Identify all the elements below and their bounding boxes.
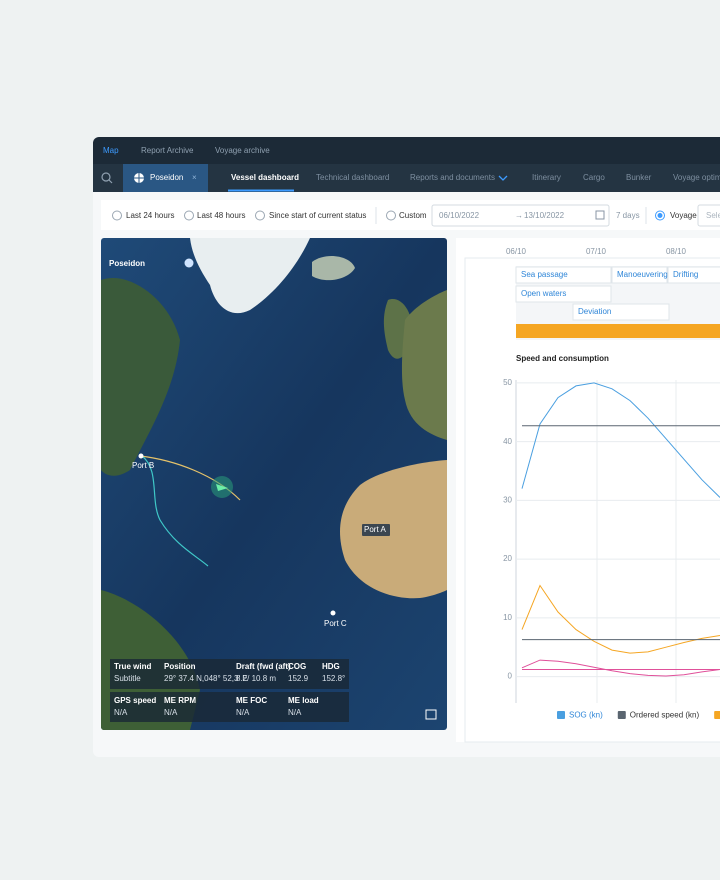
date-from[interactable]: 06/10/2022 bbox=[439, 211, 480, 220]
select-placeholder[interactable]: Sele bbox=[706, 211, 720, 220]
track bbox=[141, 455, 209, 567]
date-to[interactable]: 13/10/2022 bbox=[524, 211, 565, 220]
tab[interactable]: Cargo bbox=[583, 173, 605, 182]
info-value: Subtitle bbox=[114, 674, 141, 683]
timeline-event[interactable] bbox=[515, 285, 612, 303]
vessel-name[interactable]: Poseidon bbox=[150, 173, 183, 182]
search-icon[interactable] bbox=[101, 172, 111, 182]
y-tick-label: 30 bbox=[503, 496, 512, 505]
port-marker[interactable] bbox=[138, 453, 144, 459]
map bbox=[101, 238, 447, 730]
duration: 7 days bbox=[616, 211, 640, 220]
info-label: Draft (fwd (aft) bbox=[236, 662, 291, 671]
close-icon[interactable]: × bbox=[192, 173, 197, 182]
timeline-event[interactable] bbox=[515, 266, 612, 284]
nav-item[interactable]: Voyage archive bbox=[215, 146, 270, 155]
y-tick-label: 10 bbox=[503, 613, 512, 622]
info-value: N/A bbox=[288, 708, 302, 717]
filter-option[interactable]: Last 48 hours bbox=[197, 211, 245, 220]
map-title: Poseidon bbox=[109, 259, 145, 268]
legend-checkbox[interactable] bbox=[714, 711, 720, 719]
tab[interactable]: Technical dashboard bbox=[316, 173, 389, 182]
info-value: 8.2/ 10.8 m bbox=[236, 674, 276, 683]
info-value: 152.8° bbox=[322, 674, 345, 683]
fullscreen-icon[interactable] bbox=[425, 709, 437, 720]
timeline-event-label: Deviation bbox=[578, 307, 611, 316]
y-tick-label: 40 bbox=[503, 437, 512, 446]
y-tick-label: 0 bbox=[508, 672, 513, 681]
tab[interactable]: Bunker bbox=[626, 173, 652, 182]
info-label: ME load bbox=[288, 696, 319, 705]
port-label: Port B bbox=[132, 461, 154, 470]
series-line bbox=[521, 584, 720, 654]
info-label: Position bbox=[164, 662, 196, 671]
port-label-bg bbox=[362, 524, 390, 536]
legend-label[interactable]: Ordered speed (kn) bbox=[630, 711, 700, 720]
port-label: Port C bbox=[324, 619, 347, 628]
info-label: HDG bbox=[322, 662, 340, 671]
timeline-event[interactable] bbox=[667, 266, 720, 284]
timeline-event-label: Sea passage bbox=[521, 270, 568, 279]
filter-option[interactable]: Custom bbox=[399, 211, 427, 220]
calendar-icon[interactable] bbox=[595, 210, 605, 220]
series-line bbox=[521, 382, 720, 498]
info-value: 29° 37.4 N,048° 52,3' E bbox=[164, 674, 248, 683]
nav-item[interactable]: Report Archive bbox=[141, 146, 194, 155]
timeline-bar bbox=[516, 324, 720, 338]
radio[interactable] bbox=[112, 210, 122, 221]
info-value: N/A bbox=[164, 708, 178, 717]
info-panel bbox=[110, 659, 349, 689]
info-label: COG bbox=[288, 662, 306, 671]
nav-item[interactable]: Map bbox=[103, 146, 119, 155]
info-value: 152.9 bbox=[288, 674, 309, 683]
date-range[interactable] bbox=[431, 204, 610, 227]
radio[interactable] bbox=[255, 210, 265, 221]
tab[interactable]: Reports and documents bbox=[410, 173, 495, 182]
voyage-select[interactable] bbox=[697, 204, 720, 227]
radio[interactable] bbox=[386, 210, 396, 221]
port-label: Port A bbox=[364, 525, 386, 534]
legend-label[interactable]: SOG (kn) bbox=[569, 711, 603, 720]
top-nav bbox=[93, 137, 720, 164]
timeline-event[interactable] bbox=[572, 303, 670, 321]
info-label: ME RPM bbox=[164, 696, 196, 705]
info-label: GPS speed bbox=[114, 696, 156, 705]
timeline-event-label: Manoeuvering bbox=[617, 270, 668, 279]
radio-dot bbox=[657, 213, 663, 218]
radio[interactable] bbox=[184, 210, 194, 221]
tab[interactable]: Voyage optim bbox=[673, 173, 720, 182]
port-marker[interactable] bbox=[330, 610, 336, 616]
filter-bar bbox=[101, 200, 720, 230]
arrow-icon: → bbox=[515, 211, 523, 220]
vessel-icon bbox=[184, 258, 194, 268]
legend-checkbox[interactable] bbox=[617, 711, 626, 719]
info-panel bbox=[110, 692, 349, 722]
chart-card bbox=[464, 257, 720, 743]
info-label: ME FOC bbox=[236, 696, 267, 705]
timeline-date: 06/10 bbox=[506, 247, 527, 256]
legend-checkbox[interactable] bbox=[557, 711, 565, 719]
y-tick-label: 20 bbox=[503, 554, 512, 563]
timeline-date: 08/10 bbox=[666, 247, 687, 256]
timeline-event[interactable] bbox=[611, 266, 668, 284]
filter-option[interactable]: Voyage bbox=[670, 211, 697, 220]
info-label: True wind bbox=[114, 662, 151, 671]
info-value: N/A bbox=[114, 708, 128, 717]
timeline-date: 07/10 bbox=[586, 247, 607, 256]
dropdown-chevron[interactable] bbox=[498, 175, 508, 181]
chart-title: Speed and consumption bbox=[516, 354, 609, 363]
tab[interactable]: Itinerary bbox=[532, 173, 561, 182]
tab[interactable]: Vessel dashboard bbox=[231, 173, 299, 182]
filter-option[interactable]: Since start of current status bbox=[269, 211, 366, 220]
y-tick-label: 50 bbox=[503, 378, 512, 387]
series-line bbox=[521, 659, 720, 677]
timeline-event-label: Drifting bbox=[673, 270, 698, 279]
filter-option[interactable]: Last 24 hours bbox=[126, 211, 174, 220]
timeline-event-label: Open waters bbox=[521, 289, 566, 298]
info-value: N/A bbox=[236, 708, 250, 717]
